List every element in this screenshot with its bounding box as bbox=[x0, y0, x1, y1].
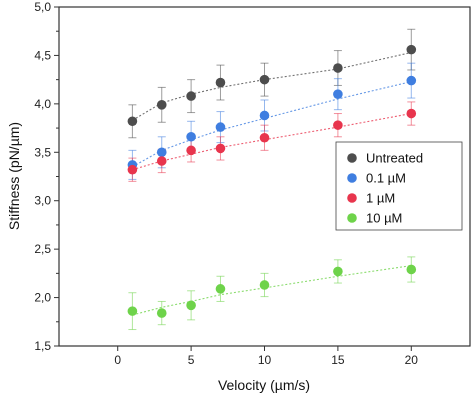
legend-marker-2 bbox=[347, 193, 357, 203]
data-point bbox=[259, 74, 270, 85]
x-tick-label: 20 bbox=[405, 353, 419, 367]
data-point bbox=[156, 147, 167, 158]
x-axis-title: Velocity (µm/s) bbox=[218, 377, 310, 393]
data-point bbox=[156, 308, 167, 318]
y-tick-label: 1,5 bbox=[34, 339, 51, 353]
data-point bbox=[215, 143, 226, 154]
legend-marker-1 bbox=[347, 173, 357, 183]
legend-marker-3 bbox=[347, 213, 357, 223]
y-tick-label: 5,0 bbox=[34, 0, 51, 14]
legend-label-1: 0.1 µM bbox=[366, 171, 406, 186]
y-tick-label: 2,5 bbox=[34, 242, 51, 256]
legend: Untreated 0.1 µM 1 µM 10 µM bbox=[335, 141, 463, 231]
legend-label-2: 1 µM bbox=[366, 191, 395, 206]
data-point bbox=[127, 164, 138, 175]
data-point bbox=[333, 266, 343, 277]
x-tick-label: 0 bbox=[114, 353, 121, 367]
y-tick-label: 2,0 bbox=[34, 291, 51, 305]
data-point bbox=[333, 63, 343, 73]
legend-label-0: Untreated bbox=[366, 151, 423, 166]
data-points-layer bbox=[127, 44, 417, 318]
legend-box bbox=[335, 141, 463, 231]
data-point bbox=[186, 131, 196, 142]
data-point bbox=[259, 110, 270, 121]
y-axis-title: Stiffness (pN/µm) bbox=[6, 122, 22, 230]
fit-line-0 bbox=[132, 51, 412, 121]
legend-label-3: 10 µM bbox=[366, 211, 402, 226]
x-tick-label: 15 bbox=[331, 353, 345, 367]
data-point bbox=[259, 132, 270, 143]
y-tick-label: 3,0 bbox=[34, 194, 51, 208]
data-point bbox=[215, 284, 226, 294]
y-tick-label: 4,0 bbox=[34, 97, 51, 111]
data-point bbox=[259, 280, 270, 290]
data-point bbox=[333, 120, 343, 130]
data-point bbox=[156, 156, 167, 166]
data-point bbox=[333, 89, 343, 99]
data-point bbox=[215, 122, 226, 132]
data-point bbox=[215, 77, 226, 88]
data-point bbox=[406, 264, 417, 275]
data-point bbox=[406, 44, 417, 55]
data-point bbox=[186, 145, 196, 156]
axes-layer: 1,5 2,0 2,5 3,0 3,5 4,0 4,5 5,0 0 5 10 15 20 bbox=[34, 0, 418, 367]
x-tick-label: 5 bbox=[188, 353, 195, 367]
data-point bbox=[156, 100, 167, 110]
data-point bbox=[127, 306, 138, 316]
data-point bbox=[186, 91, 196, 101]
data-point bbox=[127, 116, 138, 127]
legend-marker-0 bbox=[347, 153, 357, 163]
data-point bbox=[186, 300, 196, 311]
y-tick-label: 3,5 bbox=[34, 145, 51, 159]
data-point bbox=[406, 75, 417, 86]
y-tick-label: 4,5 bbox=[34, 48, 51, 62]
x-tick-label: 10 bbox=[258, 353, 272, 367]
fit-line-3 bbox=[132, 265, 412, 316]
data-point bbox=[406, 108, 417, 119]
